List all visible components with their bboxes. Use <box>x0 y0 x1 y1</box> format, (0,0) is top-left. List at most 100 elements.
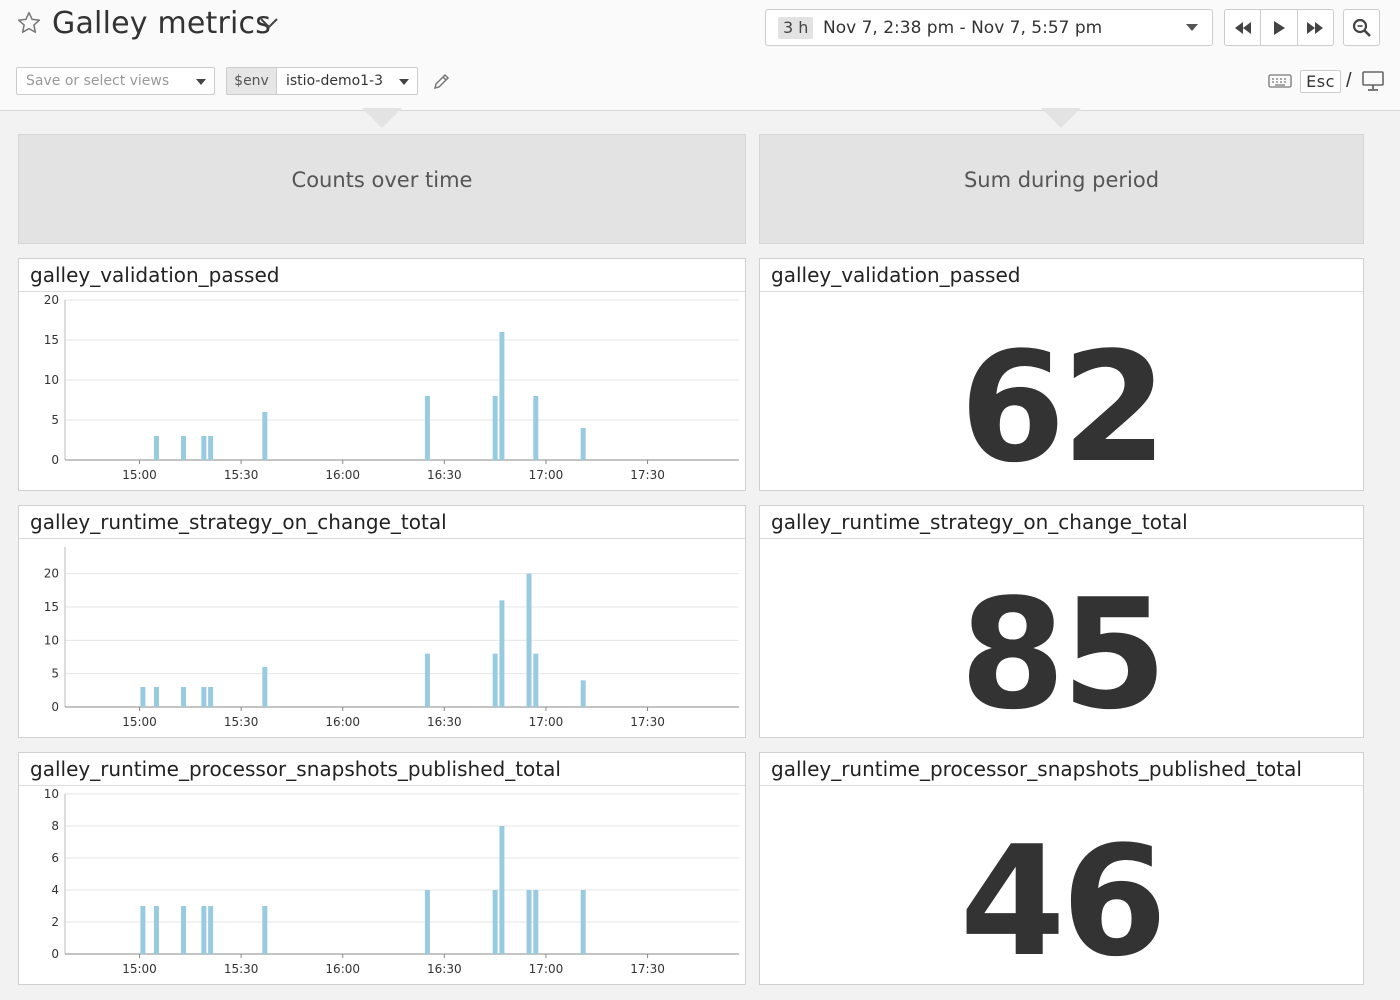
group-header-counts: Counts over time <box>18 134 746 244</box>
search-icon <box>1352 18 1371 37</box>
y-tick-label: 15 <box>44 600 59 614</box>
esc-key-badge[interactable]: Esc <box>1300 70 1341 93</box>
x-tick-label: 15:00 <box>122 715 157 729</box>
x-tick-label: 16:00 <box>325 468 360 482</box>
chart-bar <box>208 436 214 460</box>
group-pointer <box>362 108 402 128</box>
dashboard-header: Galley metrics 3 h Nov 7, 2:38 pm - Nov … <box>0 0 1400 111</box>
chart-bar <box>262 667 268 707</box>
widget-title: galley_runtime_strategy_on_change_total <box>760 506 1363 539</box>
timeseries-widget[interactable]: galley_runtime_strategy_on_change_total … <box>18 505 746 738</box>
group-title-sums: Sum during period <box>963 168 1160 192</box>
chart-bar <box>492 890 498 954</box>
y-tick-label: 2 <box>51 915 59 929</box>
x-tick-label: 16:00 <box>325 962 360 976</box>
bar-chart[interactable]: 0 5 10 15 20 15:00 15:30 16:00 16:30 17:00 17:30 <box>19 292 745 490</box>
chart-bar <box>526 890 532 954</box>
widget-title: galley_validation_passed <box>760 259 1363 292</box>
x-tick-label: 15:30 <box>224 962 259 976</box>
caret-down-icon <box>1186 24 1198 31</box>
tv-mode-icon[interactable] <box>1361 70 1385 92</box>
separator-slash: / <box>1346 70 1352 92</box>
y-tick-label: 10 <box>44 633 59 647</box>
chart-bar <box>580 428 586 460</box>
chart-bar <box>262 906 268 954</box>
play-button[interactable] <box>1261 10 1298 45</box>
keyboard-icon[interactable] <box>1268 73 1292 89</box>
chart-bar <box>262 412 268 460</box>
widget-title: galley_runtime_processor_snapshots_publi… <box>19 753 745 786</box>
env-variable-select[interactable]: $env istio-demo1-3 <box>226 67 418 95</box>
sum-value: 46 <box>959 813 1168 990</box>
chart-bar <box>424 890 430 954</box>
y-tick-label: 0 <box>51 453 59 467</box>
x-tick-label: 17:00 <box>529 468 564 482</box>
x-tick-label: 17:30 <box>630 962 665 976</box>
bar-chart[interactable]: 0 5 10 15 20 15:00 15:30 16:00 16:30 17:00 17:30 <box>19 539 745 737</box>
y-tick-label: 6 <box>51 851 59 865</box>
play-icon <box>1273 20 1285 35</box>
chart-bar <box>533 890 539 954</box>
group-title-counts: Counts over time <box>291 168 473 192</box>
y-tick-label: 20 <box>44 567 59 581</box>
env-variable-label: $env <box>227 68 277 94</box>
chart-bar <box>201 687 207 707</box>
group-pointer <box>1041 108 1081 128</box>
chart-bar <box>181 687 187 707</box>
y-tick-label: 5 <box>51 667 59 681</box>
chart-bar <box>153 906 159 954</box>
chart-bar <box>181 906 187 954</box>
x-tick-label: 17:00 <box>529 962 564 976</box>
timeseries-widget[interactable]: galley_runtime_processor_snapshots_publi… <box>18 752 746 985</box>
chart-bar <box>201 906 207 954</box>
chart-bar <box>499 332 505 460</box>
timeseries-widget[interactable]: galley_validation_passed 0 5 10 15 20 15:00 15… <box>18 258 746 491</box>
fast-forward-icon <box>1307 21 1324 34</box>
chart-bar <box>580 680 586 707</box>
y-tick-label: 10 <box>44 787 59 801</box>
dashboard-title: Galley metrics <box>52 6 272 41</box>
fast-forward-button[interactable] <box>1298 10 1333 45</box>
x-tick-label: 15:00 <box>122 468 157 482</box>
x-tick-label: 15:00 <box>122 962 157 976</box>
chart-bar <box>140 687 146 707</box>
query-value-widget[interactable]: galley_validation_passed 62 <box>759 258 1364 496</box>
chart-bar <box>140 906 146 954</box>
env-variable-value: istio-demo1-3 <box>286 73 384 89</box>
pencil-icon[interactable] <box>432 71 452 91</box>
bar-chart[interactable]: 0 2 4 6 8 10 15:00 15:30 16:00 16:30 17:00 17:30 <box>19 786 745 984</box>
sum-value: 85 <box>959 566 1168 743</box>
x-tick-label: 16:00 <box>325 715 360 729</box>
x-tick-label: 17:30 <box>630 468 665 482</box>
chevron-down-icon[interactable] <box>258 14 280 32</box>
chart-bar <box>533 653 539 707</box>
y-tick-label: 5 <box>51 413 59 427</box>
y-tick-label: 15 <box>44 333 59 347</box>
query-value-widget[interactable]: galley_runtime_processor_snapshots_publi… <box>759 752 1364 990</box>
chart-bar <box>526 573 532 707</box>
x-tick-label: 17:30 <box>630 715 665 729</box>
widget-title: galley_validation_passed <box>19 259 745 292</box>
chart-bar <box>153 687 159 707</box>
sum-value: 62 <box>959 319 1168 496</box>
y-tick-label: 0 <box>51 700 59 714</box>
saved-views-select[interactable]: Save or select views <box>16 67 215 95</box>
x-tick-label: 16:30 <box>427 468 462 482</box>
y-tick-label: 4 <box>51 883 59 897</box>
chart-bar <box>153 436 159 460</box>
rewind-button[interactable] <box>1225 10 1262 45</box>
x-tick-label: 17:00 <box>529 715 564 729</box>
star-icon[interactable] <box>16 10 42 36</box>
chart-bar <box>580 890 586 954</box>
chart-bar <box>424 653 430 707</box>
rewind-icon <box>1234 21 1251 34</box>
query-value-widget[interactable]: galley_runtime_strategy_on_change_total … <box>759 505 1364 743</box>
time-navigation <box>1224 9 1334 46</box>
chart-bar <box>492 396 498 460</box>
time-range-selector[interactable]: 3 h Nov 7, 2:38 pm - Nov 7, 5:57 pm <box>765 9 1213 46</box>
time-range-text: Nov 7, 2:38 pm - Nov 7, 5:57 pm <box>823 18 1103 38</box>
zoom-search-button[interactable] <box>1343 9 1380 46</box>
caret-down-icon <box>196 79 206 85</box>
y-tick-label: 10 <box>44 373 59 387</box>
chart-bar <box>424 396 430 460</box>
